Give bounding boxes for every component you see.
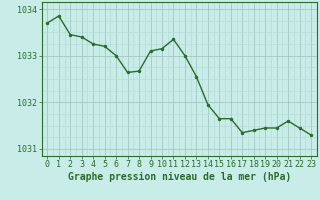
X-axis label: Graphe pression niveau de la mer (hPa): Graphe pression niveau de la mer (hPa) bbox=[68, 172, 291, 182]
